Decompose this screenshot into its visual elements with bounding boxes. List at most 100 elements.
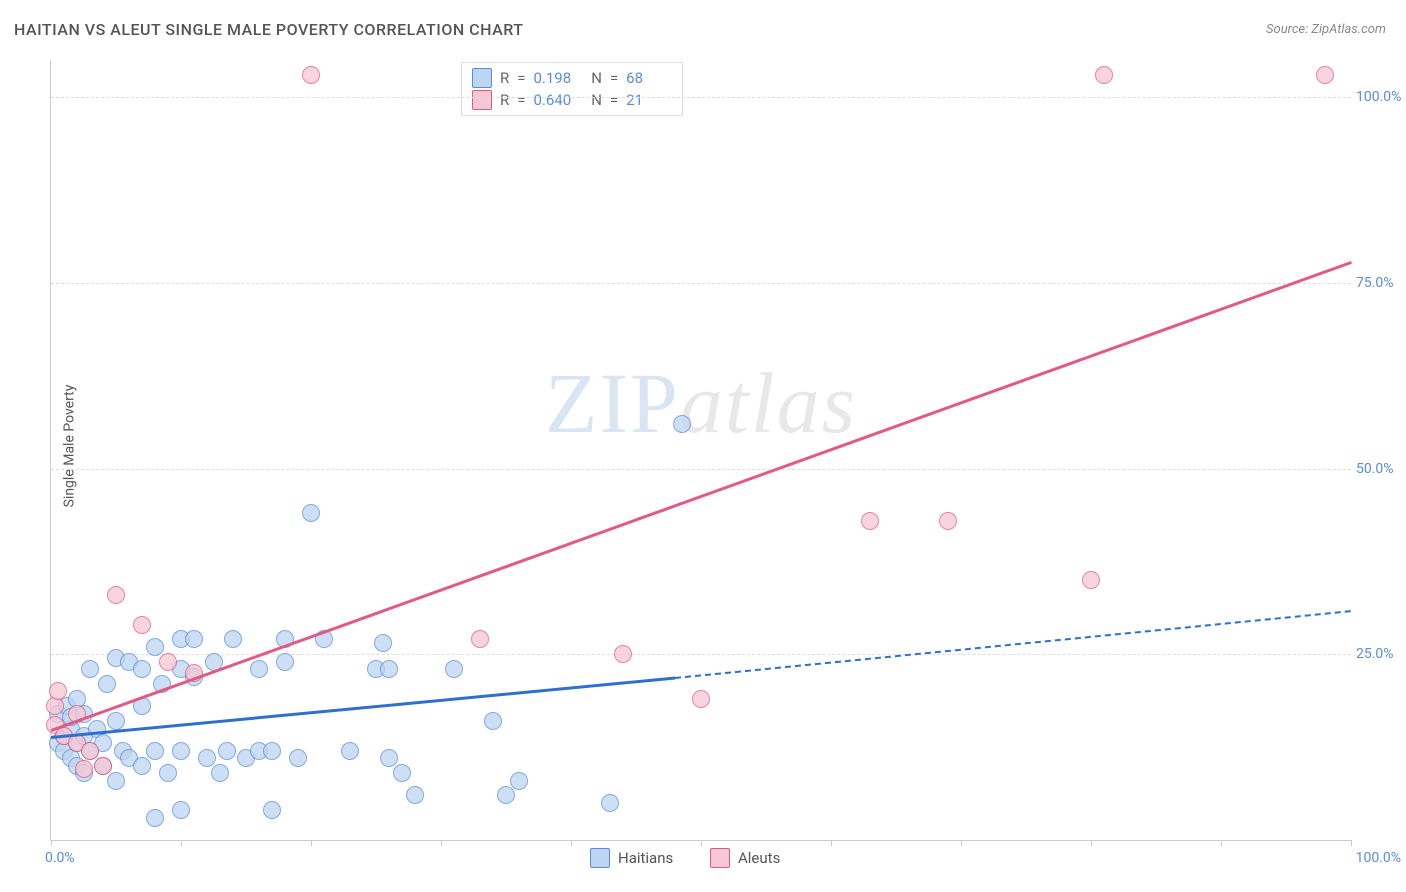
data-point bbox=[263, 801, 281, 819]
stat-row: R = 0.640 N = 21 bbox=[472, 89, 672, 111]
y-tick-label: 100.0% bbox=[1356, 89, 1406, 105]
gridline bbox=[51, 469, 1351, 470]
x-tick bbox=[1351, 840, 1352, 846]
trend-line bbox=[675, 610, 1351, 679]
data-point bbox=[510, 772, 528, 790]
legend-item: Aleuts bbox=[710, 848, 780, 868]
x-tick bbox=[701, 840, 702, 846]
stat-n-value: 68 bbox=[626, 67, 672, 89]
gridline bbox=[51, 97, 1351, 98]
source-label: Source: ZipAtlas.com bbox=[1266, 22, 1386, 37]
data-point bbox=[1095, 66, 1113, 84]
data-point bbox=[692, 690, 710, 708]
data-point bbox=[673, 415, 691, 433]
watermark-atlas: atlas bbox=[680, 355, 857, 451]
legend-swatch bbox=[710, 848, 730, 868]
data-point bbox=[98, 675, 116, 693]
data-point bbox=[218, 742, 236, 760]
data-point bbox=[341, 742, 359, 760]
data-point bbox=[94, 757, 112, 775]
data-point bbox=[133, 616, 151, 634]
data-point bbox=[393, 764, 411, 782]
data-point bbox=[263, 742, 281, 760]
data-point bbox=[146, 638, 164, 656]
data-point bbox=[380, 660, 398, 678]
data-point bbox=[159, 653, 177, 671]
plot-area: ZIPatlas R=0.198 N=68R=0.640 N=21 25.0%5… bbox=[50, 60, 1351, 841]
stat-eq: = bbox=[610, 89, 618, 111]
y-tick-label: 75.0% bbox=[1356, 275, 1406, 291]
data-point bbox=[159, 764, 177, 782]
data-point bbox=[133, 660, 151, 678]
data-point bbox=[1082, 571, 1100, 589]
legend-swatch bbox=[590, 848, 610, 868]
watermark-zip: ZIP bbox=[545, 355, 680, 451]
data-point bbox=[146, 809, 164, 827]
data-point bbox=[276, 653, 294, 671]
stat-n-label: N bbox=[587, 89, 601, 111]
data-point bbox=[445, 660, 463, 678]
data-point bbox=[198, 749, 216, 767]
x-tick bbox=[441, 840, 442, 846]
stat-r-label: R bbox=[500, 67, 509, 89]
data-point bbox=[497, 786, 515, 804]
gridline bbox=[51, 283, 1351, 284]
data-point bbox=[107, 712, 125, 730]
stat-eq: = bbox=[517, 67, 525, 89]
data-point bbox=[601, 794, 619, 812]
stat-n-value: 21 bbox=[626, 89, 672, 111]
x-tick bbox=[1091, 840, 1092, 846]
gridline bbox=[51, 654, 1351, 655]
data-point bbox=[861, 512, 879, 530]
data-point bbox=[939, 512, 957, 530]
data-point bbox=[81, 660, 99, 678]
watermark: ZIPatlas bbox=[545, 353, 857, 453]
data-point bbox=[49, 682, 67, 700]
data-point bbox=[374, 634, 392, 652]
legend-swatch bbox=[472, 90, 492, 110]
stat-r-label: R bbox=[500, 89, 509, 111]
data-point bbox=[211, 764, 229, 782]
data-point bbox=[380, 749, 398, 767]
y-tick-label: 50.0% bbox=[1356, 461, 1406, 477]
trend-line bbox=[51, 261, 1352, 731]
x-tick bbox=[181, 840, 182, 846]
data-point bbox=[289, 749, 307, 767]
data-point bbox=[107, 772, 125, 790]
data-point bbox=[146, 742, 164, 760]
stat-r-value: 0.640 bbox=[533, 89, 579, 111]
data-point bbox=[75, 760, 93, 778]
legend-label: Haitians bbox=[618, 849, 673, 867]
data-point bbox=[133, 757, 151, 775]
data-point bbox=[107, 586, 125, 604]
x-tick bbox=[51, 840, 52, 846]
x-tick bbox=[571, 840, 572, 846]
data-point bbox=[406, 786, 424, 804]
data-point bbox=[302, 504, 320, 522]
data-point bbox=[172, 742, 190, 760]
data-point bbox=[484, 712, 502, 730]
legend-label: Aleuts bbox=[738, 849, 780, 867]
legend-swatch bbox=[472, 68, 492, 88]
data-point bbox=[614, 645, 632, 663]
stat-row: R = 0.198 N = 68 bbox=[472, 67, 672, 89]
stat-box: R = 0.198 N = 68 R = 0.640 N = 21 bbox=[461, 62, 683, 116]
x-tick bbox=[961, 840, 962, 846]
data-point bbox=[224, 630, 242, 648]
data-point bbox=[250, 660, 268, 678]
data-point bbox=[471, 630, 489, 648]
stat-eq: = bbox=[610, 67, 618, 89]
data-point bbox=[185, 630, 203, 648]
x-tick bbox=[311, 840, 312, 846]
chart-title: HAITIAN VS ALEUT SINGLE MALE POVERTY COR… bbox=[14, 20, 524, 39]
data-point bbox=[1316, 66, 1334, 84]
x-tick-label-right: 100.0% bbox=[1356, 850, 1401, 866]
y-tick-label: 25.0% bbox=[1356, 646, 1406, 662]
x-tick-label-left: 0.0% bbox=[45, 850, 75, 866]
stat-r-value: 0.198 bbox=[533, 67, 579, 89]
stat-n-label: N bbox=[587, 67, 601, 89]
data-point bbox=[172, 801, 190, 819]
data-point bbox=[81, 742, 99, 760]
data-point bbox=[302, 66, 320, 84]
stat-eq: = bbox=[517, 89, 525, 111]
